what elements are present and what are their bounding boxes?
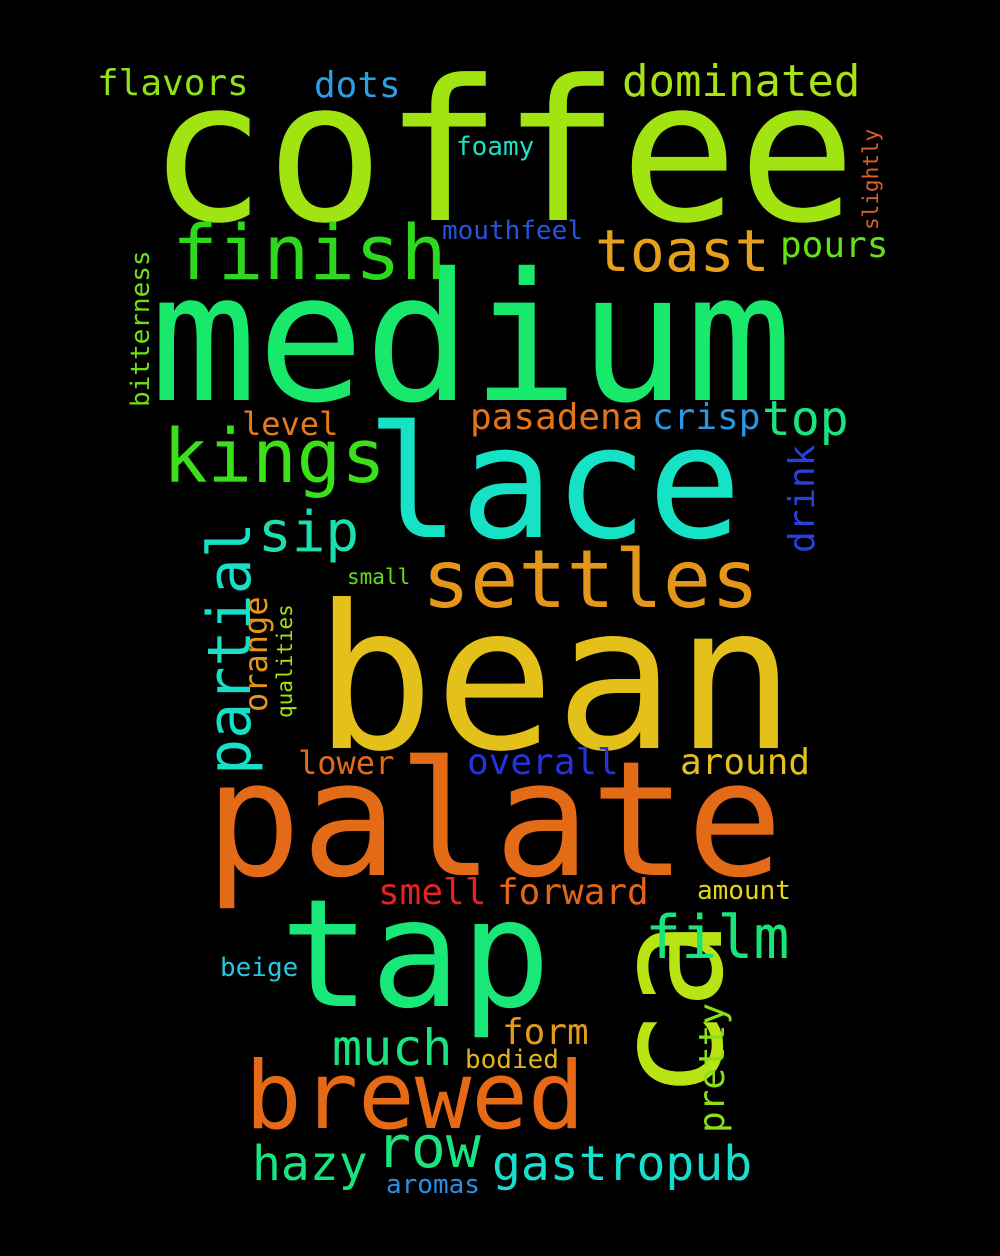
word-settles: settles (422, 533, 760, 626)
word-finish: finish (172, 208, 447, 297)
word-lace: lace (366, 392, 742, 574)
word-film: film (645, 903, 790, 973)
word-gastropub: gastropub (492, 1136, 753, 1192)
word-palate: palate (205, 726, 783, 913)
word-foamy: foamy (456, 132, 535, 162)
word-medium: medium (150, 235, 793, 442)
word-form: form (502, 1012, 589, 1053)
word-toast: toast (595, 217, 770, 285)
word-crisp: crisp (652, 397, 761, 438)
word-mouthfeel: mouthfeel (442, 216, 583, 246)
word-small: small (347, 565, 411, 589)
word-flavors: flavors (97, 63, 249, 104)
word-bean: bean (314, 563, 796, 796)
word-much: much (332, 1019, 453, 1077)
word-top: top (762, 391, 849, 447)
word-orange: orange (237, 596, 275, 712)
word-dots: dots (314, 65, 401, 106)
word-pasadena: pasadena (470, 397, 644, 438)
word-amount: amount (697, 876, 791, 906)
word-bodied: bodied (465, 1045, 559, 1075)
word-drink: drink (782, 444, 823, 553)
word-kings: kings (163, 414, 386, 500)
word-aromas: aromas (386, 1170, 480, 1200)
word-hazy: hazy (252, 1136, 368, 1192)
word-level: level (242, 405, 339, 443)
word-smell: smell (378, 872, 487, 913)
word-qualities: qualities (273, 604, 297, 718)
word-tap: tap (280, 868, 551, 1042)
word-bitterness: bitterness (126, 250, 156, 407)
word-pours: pours (780, 225, 889, 266)
word-row: row (376, 1113, 481, 1181)
word-sip: sip (258, 500, 360, 565)
word-dominated: dominated (622, 56, 861, 107)
word-around: around (680, 742, 811, 783)
word-forward: forward (497, 872, 649, 913)
word-beige: beige (220, 953, 299, 983)
word-coffee: coffee (148, 39, 857, 267)
word-slightly: slightly (859, 128, 883, 230)
word-overall: overall (467, 742, 619, 783)
word-brewed: brewed (245, 1042, 585, 1151)
word-lower: lower (298, 744, 395, 782)
word-pretty: pretty (692, 1002, 733, 1133)
